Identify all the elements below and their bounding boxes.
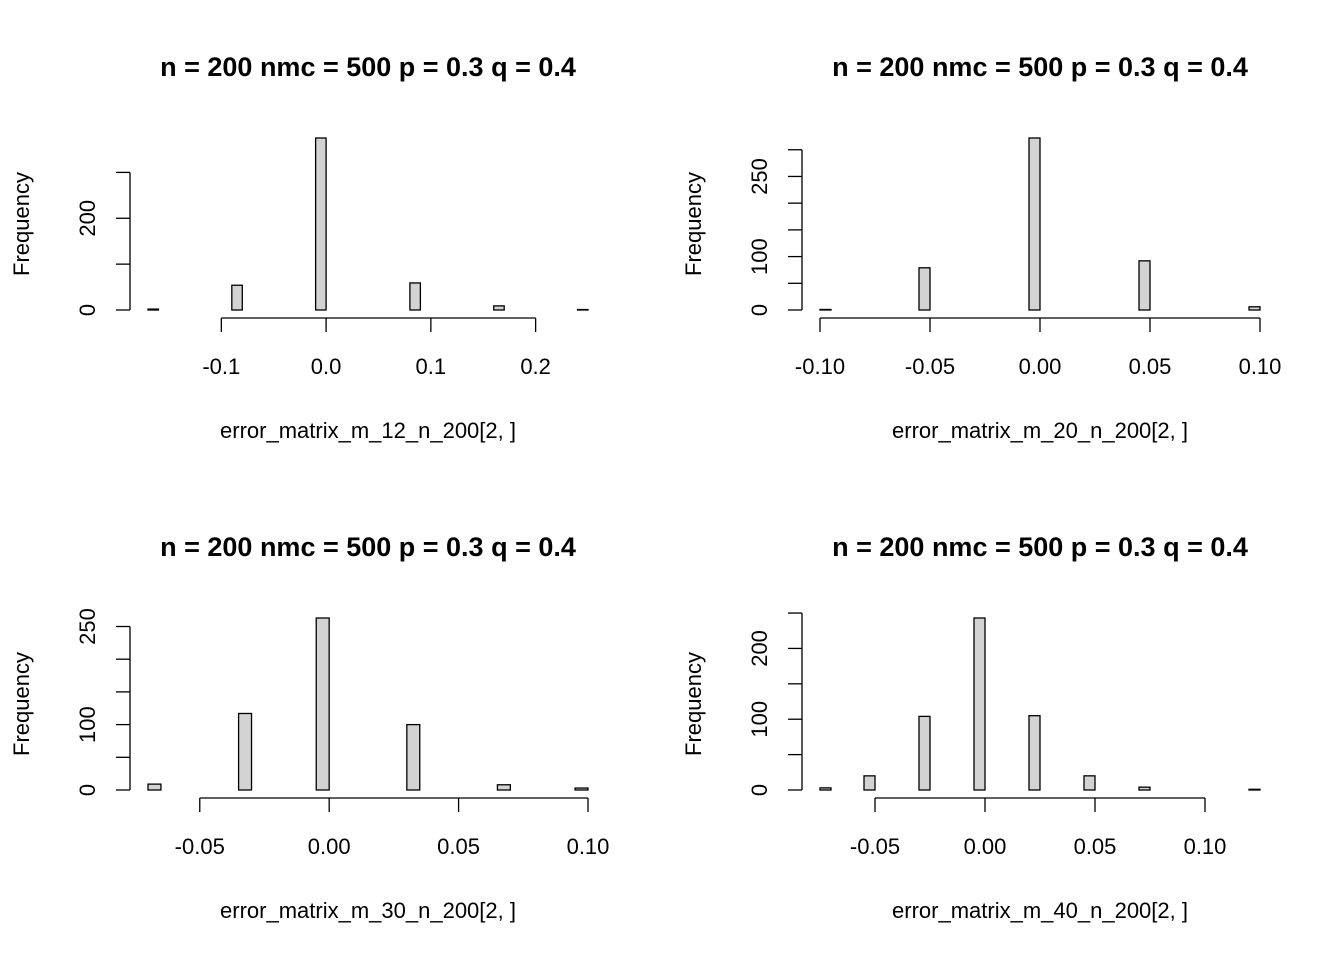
bar <box>1139 787 1150 790</box>
bar <box>974 618 985 790</box>
y-tick-label: 0 <box>747 304 772 316</box>
bar <box>316 618 329 790</box>
chart-title: n = 200 nmc = 500 p = 0.3 q = 0.4 <box>160 532 576 562</box>
x-tick-label: 0.10 <box>1239 354 1282 379</box>
y-tick-label: 100 <box>747 238 772 275</box>
x-tick-label: 0.00 <box>964 834 1007 859</box>
panel: 0 100 250 -0.05 0.00 0.05 0.10 n = 200 nmc = 50… <box>9 532 609 923</box>
x-axis-label: error_matrix_m_40_n_200[2, ] <box>892 898 1188 923</box>
y-tick-label: 200 <box>747 630 772 667</box>
y-tick-label: 200 <box>75 200 100 237</box>
bar <box>1249 789 1260 790</box>
bar <box>820 788 831 790</box>
x-tick-label: -0.10 <box>795 354 845 379</box>
bar <box>919 268 930 310</box>
x-tick-label: -0.05 <box>175 834 225 859</box>
y-axis-label: Frequency <box>9 172 34 276</box>
bar <box>148 309 158 310</box>
panel: 0 200 -0.1 0.0 0.1 0.2 n = 200 nmc = 500 p = 0… <box>9 52 588 443</box>
x-tick-label: 0.05 <box>1074 834 1117 859</box>
y-tick-label: 0 <box>75 304 100 316</box>
bar <box>919 716 930 790</box>
x-tick-label: 0.2 <box>520 354 551 379</box>
bar <box>820 309 831 310</box>
x-axis-label: error_matrix_m_30_n_200[2, ] <box>220 898 516 923</box>
chart-title: n = 200 nmc = 500 p = 0.3 q = 0.4 <box>832 532 1248 562</box>
x-tick-label: 0.1 <box>416 354 447 379</box>
y-axis-label: Frequency <box>681 172 706 276</box>
bar <box>1029 716 1040 790</box>
x-tick-label: 0.05 <box>437 834 480 859</box>
panel: 0 100 250 -0.10 -0.05 0.00 0.05 0.10 n = 200 nmc… <box>681 52 1281 443</box>
bar <box>1084 776 1095 790</box>
bar <box>497 785 510 790</box>
bar <box>494 306 504 310</box>
x-tick-label: -0.1 <box>202 354 240 379</box>
chart-title: n = 200 nmc = 500 p = 0.3 q = 0.4 <box>160 52 576 82</box>
bar <box>316 138 326 310</box>
y-axis-label: Frequency <box>681 652 706 756</box>
chart-title: n = 200 nmc = 500 p = 0.3 q = 0.4 <box>832 52 1248 82</box>
x-tick-label: 0.05 <box>1129 354 1172 379</box>
y-tick-label: 100 <box>75 706 100 743</box>
y-tick-label: 0 <box>747 784 772 796</box>
x-tick-label: -0.05 <box>905 354 955 379</box>
bar <box>1249 307 1260 310</box>
bar <box>1029 138 1040 310</box>
x-tick-label: 0.0 <box>311 354 342 379</box>
y-tick-label: 250 <box>747 158 772 195</box>
bar <box>864 776 875 790</box>
x-tick-label: -0.05 <box>850 834 900 859</box>
y-tick-label: 250 <box>75 608 100 645</box>
y-tick-label: 0 <box>75 784 100 796</box>
x-tick-label: 0.10 <box>1184 834 1227 859</box>
bar <box>575 788 588 790</box>
panel: 0 100 200 -0.05 0.00 0.05 0.10 n = 200 nmc = 50… <box>681 532 1260 923</box>
bar <box>410 283 420 310</box>
x-axis-label: error_matrix_m_12_n_200[2, ] <box>220 418 516 443</box>
bar <box>1139 261 1150 310</box>
y-tick-label: 100 <box>747 701 772 738</box>
x-tick-label: 0.00 <box>308 834 351 859</box>
x-tick-label: 0.10 <box>567 834 610 859</box>
x-tick-label: 0.00 <box>1019 354 1062 379</box>
x-axis-label: error_matrix_m_20_n_200[2, ] <box>892 418 1188 443</box>
bar <box>407 725 420 790</box>
bar <box>232 285 242 310</box>
y-axis-label: Frequency <box>9 652 34 756</box>
bar <box>239 713 252 790</box>
bar <box>148 784 161 790</box>
